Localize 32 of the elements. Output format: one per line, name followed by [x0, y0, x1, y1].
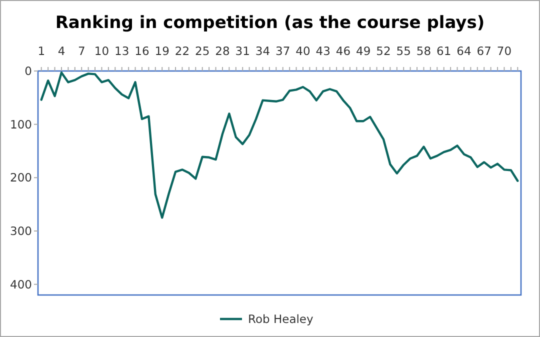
x-tick-label: 40: [296, 44, 310, 58]
x-tick-label: 16: [134, 44, 150, 58]
x-tick-label: 28: [215, 44, 230, 58]
y-tick-label: 100: [10, 117, 32, 132]
x-tick-label: 67: [476, 44, 492, 58]
legend-label: Rob Healey: [248, 312, 314, 326]
x-tick-label: 37: [276, 44, 290, 58]
x-tick-label: 46: [336, 44, 351, 58]
x-tick-label: 70: [496, 44, 512, 58]
x-tick-label: 49: [356, 44, 371, 58]
y-tick-label: 300: [10, 224, 32, 238]
x-tick-label: 4: [58, 44, 66, 58]
x-tick-label: 7: [78, 44, 86, 58]
x-tick-label: 55: [396, 44, 411, 58]
x-tick-label: 19: [154, 44, 170, 58]
x-tick-label: 10: [94, 44, 110, 58]
x-tick-label: 31: [235, 44, 250, 58]
y-tick-label: 0: [24, 64, 32, 78]
x-tick-label: 43: [316, 44, 330, 58]
y-tick-label: 400: [10, 277, 32, 292]
x-tick-label: 1: [38, 44, 46, 58]
x-tick-label: 34: [255, 44, 270, 58]
y-tick-label: 200: [10, 170, 32, 185]
chart-title: Ranking in competition (as the course plays): [55, 13, 485, 33]
x-tick-label: 13: [114, 44, 130, 58]
x-tick-label: 22: [174, 44, 190, 58]
x-tick-label: 25: [195, 44, 210, 58]
line-series: [40, 72, 519, 219]
x-tick-label: 64: [456, 44, 472, 58]
x-tick-label: 61: [436, 44, 452, 58]
x-tick-label: 52: [376, 44, 391, 58]
x-tick-label: 58: [416, 44, 432, 58]
